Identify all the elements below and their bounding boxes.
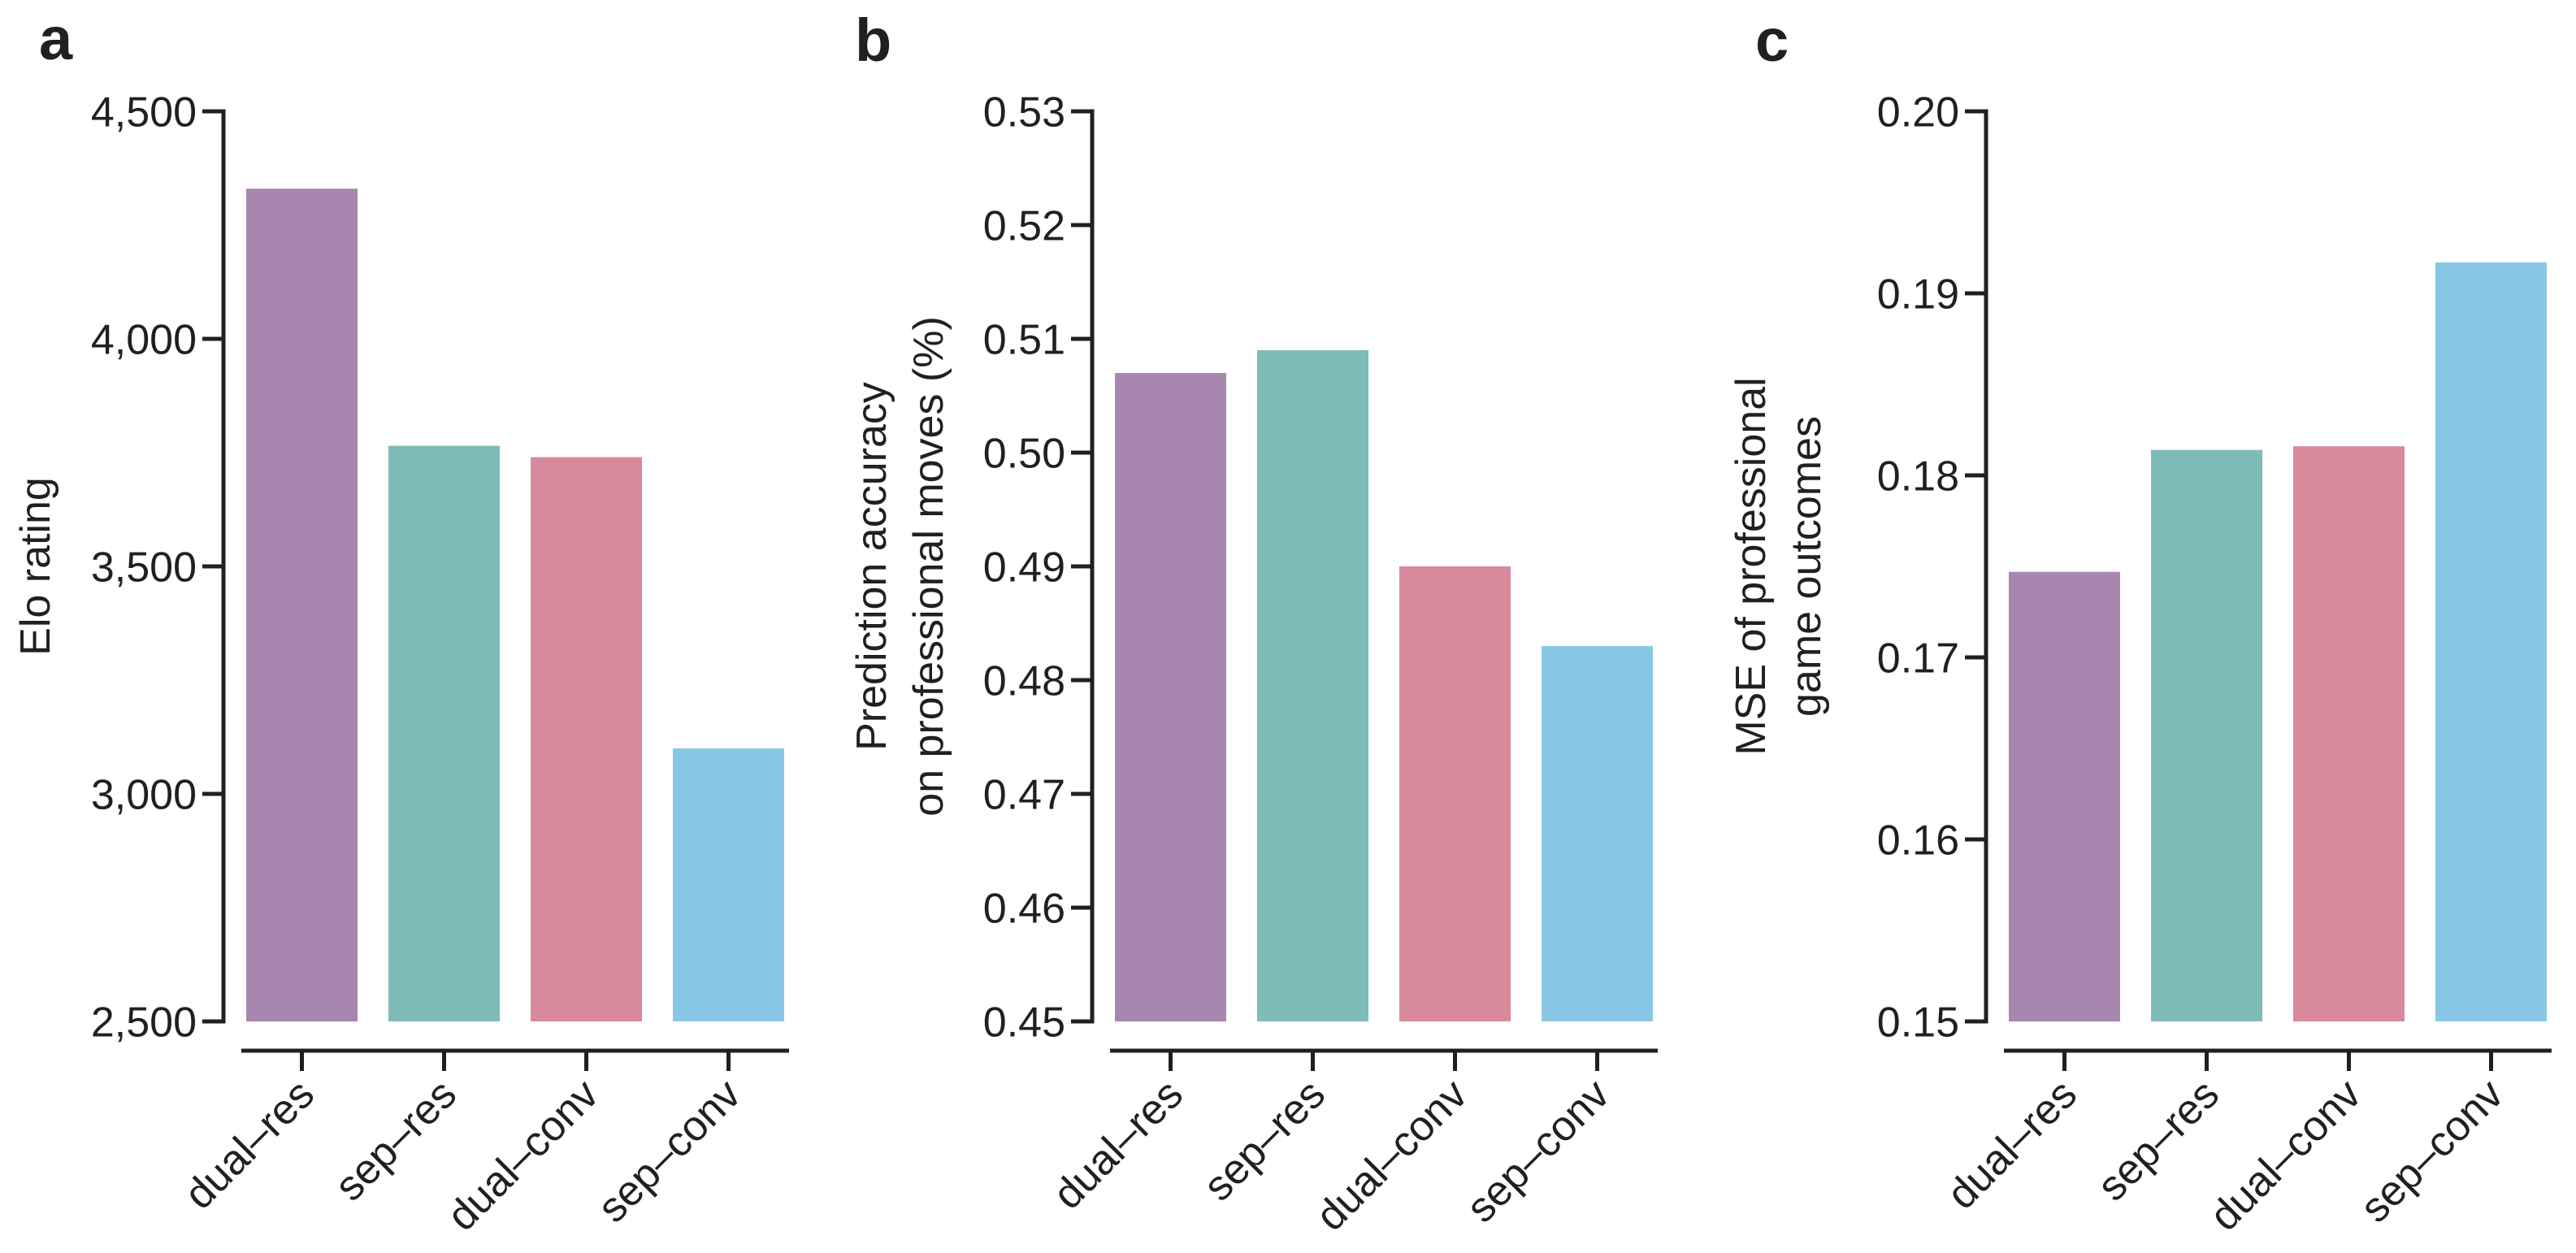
y-tick-label: 0.15 (1877, 999, 1959, 1047)
y-tick-label: 3,000 (91, 772, 197, 819)
x-tick-label-dual-conv: dual–conv (1307, 1070, 1477, 1240)
x-tick-label-dual-res: dual–res (1044, 1070, 1192, 1218)
panel-letter-b: b (855, 7, 891, 74)
x-tick-label-sep-res: sep–res (1195, 1070, 1334, 1210)
bar-dual-conv (531, 457, 642, 1021)
bar-sep-conv (1542, 646, 1653, 1021)
y-tick-label: 0.48 (983, 658, 1065, 705)
y-tick-label: 0.50 (983, 431, 1065, 478)
panel-b: b 0.45 0.46 0.47 0.48 0.49 0.50 0.51 0.52 0.53 dua… (848, 7, 1658, 1240)
y-tick-label: 0.20 (1877, 89, 1959, 137)
y-tick-label: 0.52 (983, 203, 1065, 250)
y-tick-label: 0.18 (1877, 453, 1959, 501)
y-tick-label: 0.16 (1877, 817, 1959, 865)
bar-sep-conv (2435, 262, 2547, 1021)
y-tick-label: 0.53 (983, 89, 1065, 137)
x-tick-label-dual-res: dual–res (1938, 1070, 2086, 1218)
bar-sep-res (2151, 449, 2262, 1021)
x-tick-label-dual-conv: dual–conv (438, 1070, 608, 1240)
bar-dual-res (246, 189, 358, 1022)
panel-c: c 0.15 0.16 0.17 0.18 0.19 0.20 dual–res sep–res… (1728, 7, 2552, 1240)
y-axis-title-b-line2: on professional moves (%) (905, 316, 952, 817)
bar-sep-res (1257, 350, 1368, 1021)
bar-dual-conv (2293, 446, 2405, 1021)
y-tick-label: 4,500 (91, 89, 197, 137)
x-tick-label-sep-res: sep–res (2088, 1070, 2228, 1210)
x-tick-label-sep-conv: sep–conv (589, 1070, 750, 1231)
y-tick-label: 3,500 (91, 544, 197, 592)
x-tick-label-sep-conv: sep–conv (2352, 1070, 2513, 1231)
bar-dual-res (1115, 373, 1226, 1021)
y-axis-title-c-line2: game outcomes (1783, 416, 1830, 717)
bar-sep-conv (673, 748, 784, 1021)
y-tick-label: 0.19 (1877, 271, 1959, 319)
x-tick-label-dual-conv: dual–conv (2201, 1070, 2370, 1240)
x-tick-label-dual-res: dual–res (176, 1070, 323, 1218)
y-tick-label: 0.17 (1877, 635, 1959, 683)
y-axis-title-c-line1: MSE of professional (1728, 377, 1775, 755)
y-tick-label: 4,000 (91, 317, 197, 364)
bar-dual-res (2009, 571, 2120, 1021)
y-axis-title-b-line1: Prediction accuracy (848, 382, 896, 751)
y-tick-label: 0.51 (983, 317, 1065, 364)
panel-a: a 2,500 3,000 3,500 4,000 4,500 dual–res sep–re… (12, 5, 789, 1240)
x-tick-label-sep-conv: sep–conv (1458, 1070, 1619, 1231)
panel-letter-a: a (39, 5, 73, 72)
y-tick-label: 0.46 (983, 886, 1065, 933)
y-tick-label: 2,500 (91, 999, 197, 1047)
y-tick-label: 0.47 (983, 772, 1065, 819)
panel-letter-c: c (1755, 7, 1789, 74)
bar-dual-conv (1399, 566, 1511, 1021)
y-tick-label: 0.49 (983, 544, 1065, 592)
y-tick-label: 0.45 (983, 999, 1065, 1047)
x-tick-label-sep-res: sep–res (326, 1070, 466, 1210)
y-axis-title-a-line1: Elo rating (12, 477, 59, 656)
bar-sep-res (388, 445, 500, 1021)
